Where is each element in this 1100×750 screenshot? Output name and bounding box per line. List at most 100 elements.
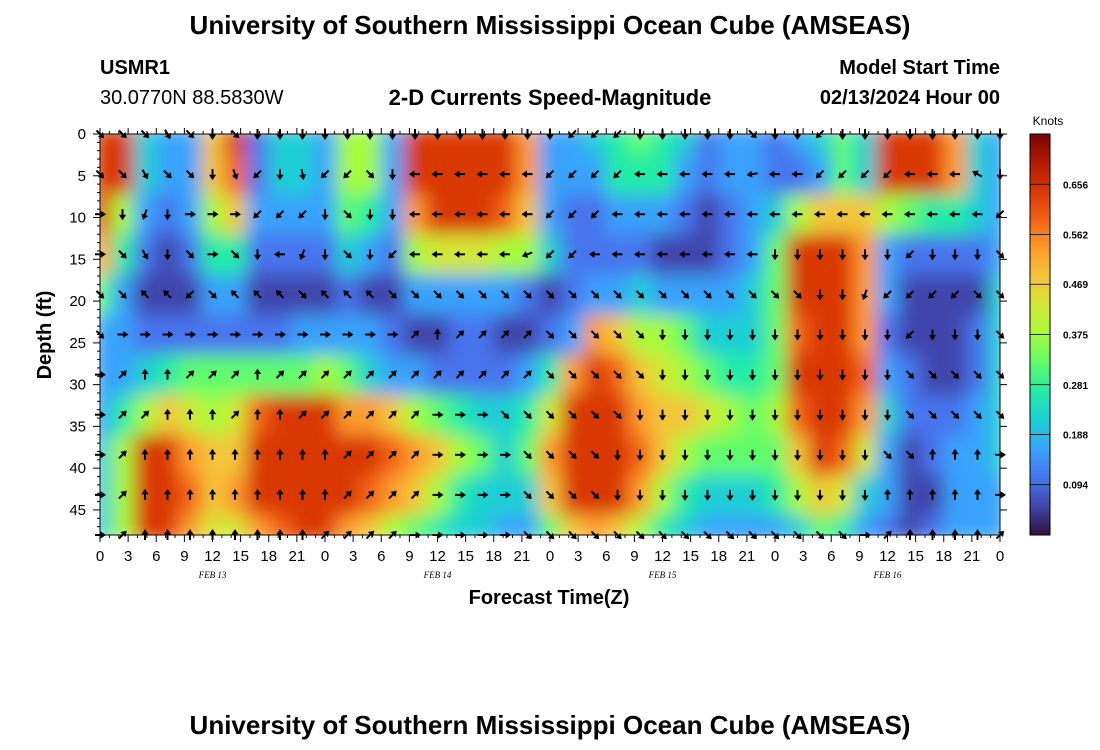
current-arrow	[995, 491, 1006, 499]
current-arrow	[815, 530, 825, 540]
current-arrow	[95, 371, 106, 379]
current-arrow	[275, 290, 285, 299]
current-arrow	[476, 170, 488, 178]
date-label: FEB 13	[198, 570, 227, 580]
heat-cell	[133, 514, 157, 535]
current-arrow	[410, 370, 420, 379]
current-arrow	[769, 170, 780, 178]
current-arrow	[343, 490, 352, 500]
current-arrow	[724, 250, 735, 258]
current-arrow	[726, 129, 734, 140]
current-arrow	[613, 530, 622, 540]
current-arrow	[432, 491, 444, 499]
current-arrow	[724, 170, 735, 178]
current-arrow	[883, 530, 892, 540]
current-arrow	[771, 489, 779, 501]
current-arrow	[613, 449, 622, 461]
current-arrow	[500, 330, 510, 339]
colorbar-tick-label: 0.188	[1063, 430, 1088, 441]
current-arrow	[208, 290, 217, 299]
station-id: USMR1	[100, 57, 171, 79]
current-arrow	[208, 169, 217, 181]
current-arrow	[500, 491, 511, 499]
current-arrow	[748, 329, 757, 341]
current-arrow	[568, 530, 577, 540]
current-arrow	[521, 251, 533, 258]
heat-cell	[100, 394, 112, 436]
heat-cell	[538, 134, 562, 155]
current-arrow	[658, 489, 667, 501]
heat-cell	[696, 134, 720, 155]
current-arrow	[365, 530, 375, 540]
heat-cell	[763, 134, 787, 155]
current-arrow	[118, 209, 127, 221]
current-arrow	[320, 330, 331, 339]
current-arrow	[861, 289, 869, 301]
heat-cell	[786, 514, 810, 535]
current-arrow	[590, 169, 600, 179]
current-arrow	[861, 249, 869, 261]
current-arrow	[701, 250, 713, 258]
current-arrow	[275, 330, 286, 339]
current-arrow	[432, 411, 444, 419]
current-arrow	[681, 129, 689, 140]
x-tick-label: 6	[827, 548, 835, 565]
current-arrow	[141, 209, 149, 220]
current-arrow	[477, 411, 489, 419]
current-arrow	[928, 488, 937, 500]
current-arrow	[253, 169, 262, 179]
current-arrow	[298, 129, 307, 140]
current-arrow	[388, 410, 397, 419]
heat-cell	[313, 134, 337, 155]
heat-cell	[111, 514, 135, 535]
x-tick-label: 21	[739, 548, 756, 565]
current-arrow	[613, 290, 622, 299]
current-arrow	[656, 170, 668, 178]
current-arrow	[208, 448, 217, 460]
current-arrow	[320, 290, 330, 299]
current-arrow	[253, 529, 262, 540]
current-arrow	[926, 210, 938, 218]
heat-cell	[268, 514, 292, 535]
heat-cell	[291, 514, 315, 535]
current-arrow	[388, 250, 397, 259]
current-arrow	[95, 330, 105, 339]
current-arrow	[928, 290, 937, 299]
current-arrow	[523, 129, 532, 140]
y-tick-label: 20	[69, 293, 86, 310]
current-arrow	[972, 170, 983, 178]
heat-cell	[381, 514, 405, 535]
current-arrow	[951, 529, 959, 540]
current-arrow	[656, 210, 668, 218]
current-arrow	[185, 129, 195, 139]
current-arrow	[95, 411, 106, 419]
current-arrow	[230, 410, 240, 419]
current-arrow	[366, 129, 374, 140]
heat-cell	[426, 134, 450, 155]
heat-cell	[516, 134, 540, 155]
current-arrow	[185, 370, 195, 379]
current-arrow	[793, 489, 802, 501]
current-arrow	[140, 129, 150, 139]
heat-cell	[538, 514, 562, 535]
current-arrow	[476, 250, 488, 258]
current-arrow	[838, 289, 847, 301]
current-arrow	[905, 250, 915, 259]
current-arrow	[523, 370, 532, 379]
current-arrow	[816, 289, 824, 301]
current-arrow	[500, 290, 510, 299]
current-arrow	[928, 529, 937, 540]
current-arrow	[590, 129, 600, 139]
heat-cell	[201, 134, 225, 155]
current-arrow	[343, 530, 352, 540]
current-arrow	[454, 250, 465, 258]
current-arrow	[140, 290, 150, 299]
current-arrow	[906, 488, 914, 500]
current-arrow	[118, 490, 127, 500]
current-arrow	[995, 330, 1005, 339]
heat-cell	[223, 514, 247, 535]
current-arrow	[748, 449, 757, 461]
current-arrow	[568, 169, 577, 179]
current-arrow	[208, 488, 217, 500]
current-arrow	[726, 409, 734, 421]
